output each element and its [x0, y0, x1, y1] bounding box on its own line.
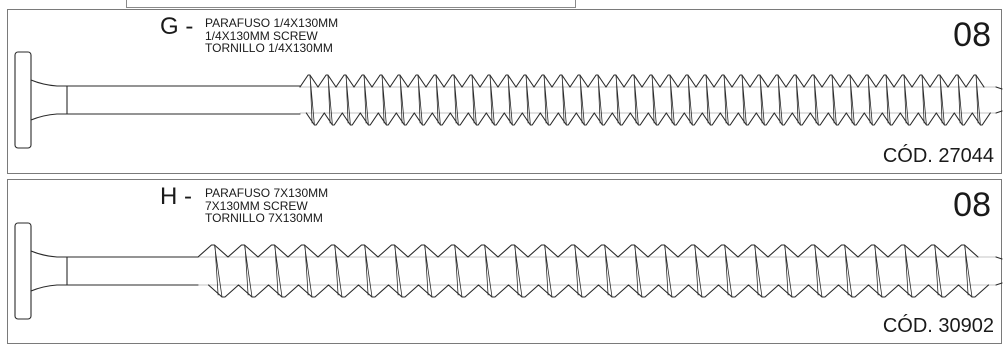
- screw-head: [14, 51, 32, 149]
- screw-shank: [56, 256, 199, 286]
- description-es: TORNILLO 7X130MM: [205, 211, 323, 225]
- screw-core: [197, 256, 997, 286]
- part-code: CÓD. 30902: [882, 315, 994, 337]
- screw-thread-profile: [299, 74, 991, 126]
- part-quantity: 08: [953, 186, 991, 224]
- description-en: 7X130MM SCREW: [205, 198, 308, 213]
- screw-thread-crests: [214, 244, 973, 298]
- description-es: TORNILLO 1/4X130MM: [205, 41, 333, 55]
- header-tab-outline: [126, 0, 576, 8]
- screw-tip: [995, 86, 1003, 114]
- part-code: CÓD. 27044: [882, 145, 994, 167]
- part-letter: H -: [160, 183, 192, 210]
- screw-drawing-h: [14, 222, 1003, 320]
- screw-outline: [14, 51, 1003, 149]
- part-letter: G -: [160, 13, 194, 40]
- description-pt: PARAFUSO 1/4X130MM: [205, 16, 339, 30]
- screw-drawing-g: [14, 51, 1003, 149]
- part-description: PARAFUSO 1/4X130MM 1/4X130MM SCREW TORNI…: [205, 17, 338, 55]
- description-en: 1/4X130MM SCREW: [205, 28, 318, 43]
- screw-core: [299, 86, 997, 114]
- screw-thread-profile: [197, 244, 990, 298]
- screw-thread-crests: [309, 74, 981, 126]
- screw-outline: [14, 222, 1003, 320]
- part-panel-h: H - PARAFUSO 7X130MM 7X130MM SCREW TORNI…: [7, 179, 1003, 344]
- screw-neck: [30, 250, 58, 292]
- part-panel-g: G - PARAFUSO 1/4X130MM 1/4X130MM SCREW T…: [7, 9, 1003, 174]
- screw-shank: [56, 85, 301, 115]
- description-pt: PARAFUSO 7X130MM: [205, 186, 329, 200]
- part-quantity: 08: [953, 16, 991, 54]
- screw-tip: [995, 256, 1003, 286]
- screw-neck: [30, 79, 58, 121]
- part-description: PARAFUSO 7X130MM 7X130MM SCREW TORNILLO …: [205, 187, 328, 225]
- screw-head: [14, 222, 32, 320]
